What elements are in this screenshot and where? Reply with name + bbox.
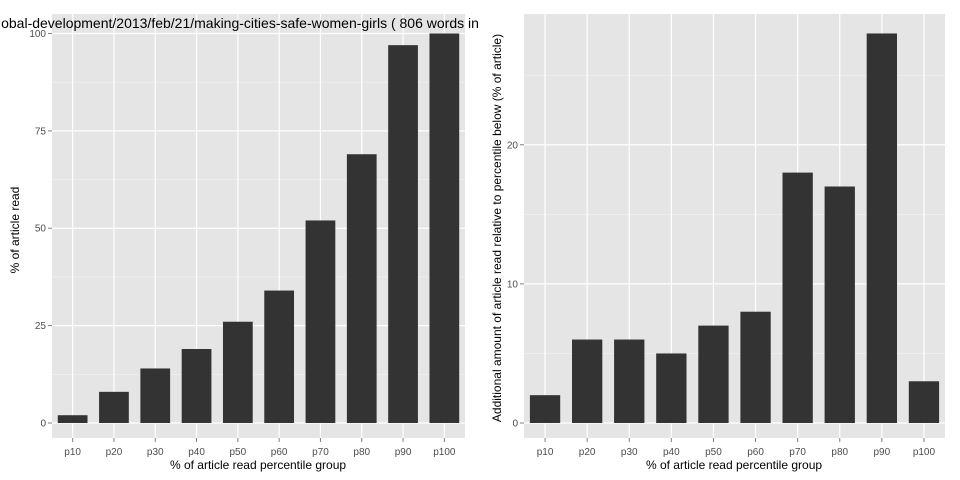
left-y-tick-label: 100: [29, 29, 46, 40]
right-x-tick-label: p90: [874, 447, 891, 458]
right-bar-p20: [571, 339, 603, 423]
left-y-tick-label: 0: [40, 419, 46, 430]
left-bar-p30: [140, 368, 171, 423]
left-x-tick-label: p20: [106, 447, 123, 458]
left-x-tick-label: p10: [64, 447, 81, 458]
right-bars: [529, 33, 940, 423]
right-x-tick-label: p30: [621, 447, 638, 458]
right-y-axis-title: Additional amount of article read relati…: [490, 34, 504, 422]
right-x-tick-label: p70: [789, 447, 806, 458]
right-bar-p10: [529, 395, 561, 423]
right-x-tick-label: p40: [663, 447, 680, 458]
left-x-tick-label: p50: [230, 447, 247, 458]
right-y-tick-label: 0: [512, 419, 518, 430]
left-bar-p70: [305, 220, 336, 423]
right-x-tick-label: p20: [579, 447, 596, 458]
right-x-tick-label: p60: [747, 447, 764, 458]
right-bar-p90: [866, 33, 898, 423]
left-x-tick-label: p30: [147, 447, 164, 458]
right-bar-p100: [908, 381, 940, 423]
left-bar-p90: [388, 45, 418, 424]
left-x-tick-label: p90: [395, 447, 412, 458]
right-chart: 0 10 20 p10 p20 p30 p40 p50 p60 p70 p80 p90 p100 % …: [490, 14, 945, 472]
right-bar-p50: [698, 325, 729, 423]
left-bar-p40: [181, 348, 212, 423]
left-x-tick-label: p60: [271, 447, 288, 458]
left-bar-p100: [429, 33, 460, 423]
right-bar-p80: [824, 186, 855, 423]
left-y-tick-label: 75: [35, 126, 47, 137]
right-x-tick-label: p50: [705, 447, 722, 458]
right-bar-p30: [614, 339, 645, 423]
left-y-tick-label: 50: [35, 224, 47, 235]
left-bar-p20: [99, 391, 129, 423]
right-x-axis-title: % of article read percentile group: [646, 458, 822, 472]
left-bar-p60: [264, 290, 295, 423]
right-x-tick-label: p80: [831, 447, 848, 458]
right-y-axis-ticks: 0 10 20: [507, 140, 524, 430]
right-y-tick-label: 20: [507, 140, 519, 151]
right-x-axis-ticks: p10 p20 p30 p40 p50 p60 p70 p80 p90 p100: [537, 438, 936, 458]
right-bar-p60: [740, 311, 771, 423]
left-y-axis-ticks: 0 25 50 75 100: [29, 29, 52, 430]
right-x-tick-label: p10: [537, 447, 554, 458]
left-x-tick-label: p40: [188, 447, 205, 458]
left-bar-p50: [222, 321, 253, 423]
left-y-axis-title: % of article read: [8, 187, 22, 274]
left-chart-title: obal-development/2013/feb/21/making-citi…: [1, 15, 479, 31]
left-bar-p80: [346, 154, 377, 423]
right-x-tick-label: p100: [913, 447, 936, 458]
left-x-tick-label: p100: [433, 447, 456, 458]
left-x-axis-ticks: p10 p20 p30 p40 p50 p60 p70 p80 p90 p100: [64, 438, 456, 458]
left-x-tick-label: p70: [312, 447, 329, 458]
left-x-axis-title: % of article read percentile group: [170, 458, 346, 472]
right-bar-p70: [782, 172, 813, 423]
right-y-tick-label: 10: [507, 279, 519, 290]
left-x-tick-label: p80: [353, 447, 370, 458]
left-bars: [57, 33, 460, 424]
left-bar-p10: [57, 415, 88, 423]
left-y-tick-label: 25: [35, 321, 47, 332]
right-bar-p40: [656, 353, 687, 423]
